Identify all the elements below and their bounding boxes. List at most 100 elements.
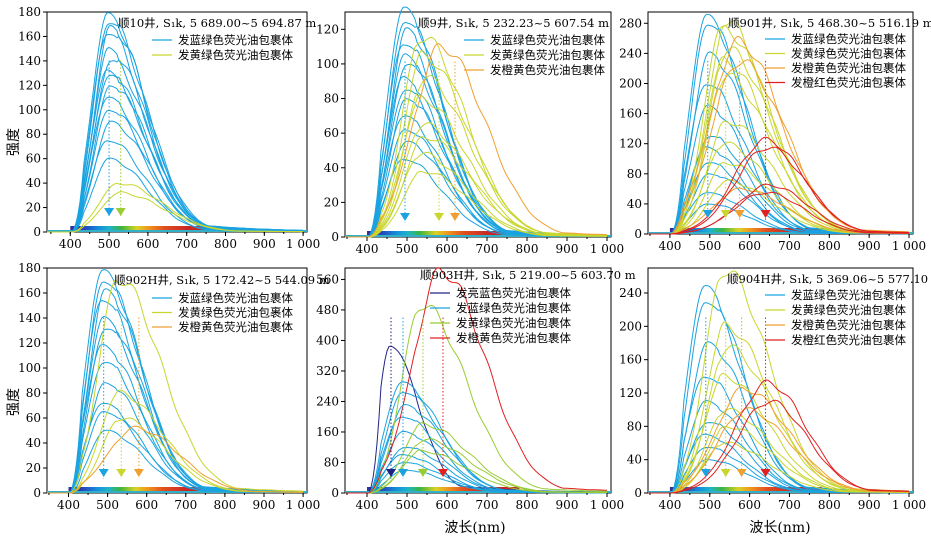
- peak-marker: [400, 213, 410, 221]
- spectrum-bar-segment: [386, 231, 389, 236]
- spectrum-bar-segment: [160, 226, 163, 231]
- x-tick-label: 600: [135, 498, 158, 512]
- spectrum-bar-segment: [776, 228, 779, 233]
- peak-marker: [734, 210, 745, 218]
- peak-marker: [438, 469, 448, 477]
- spectrum-bar-segment: [711, 487, 714, 492]
- spectrum-bar-segment: [119, 226, 123, 231]
- spectrum-bar-segment: [124, 487, 127, 492]
- x-tick-label: 1 000: [590, 242, 624, 256]
- spectrum-bar-segment: [415, 487, 418, 492]
- spectrum-bar-segment: [770, 487, 773, 492]
- spectrum-bar-segment: [115, 487, 118, 492]
- spectrum-bar-segment: [479, 231, 482, 236]
- panel-title: 顺901井, S₁k, 5 468.30~5 516.19 m: [728, 16, 931, 30]
- spectrum-bar-segment: [459, 231, 462, 236]
- spectrum-bar-segment: [383, 231, 386, 236]
- spectrum-bar-segment: [475, 231, 478, 236]
- spectrum-bar-segment: [189, 226, 192, 231]
- spectrum-bar-segment: [771, 228, 775, 233]
- peak-marker: [760, 469, 771, 477]
- spectrum-bar-segment: [757, 228, 760, 233]
- spectrum-bar-segment: [121, 487, 124, 492]
- spectrum-bar-segment: [464, 487, 467, 492]
- spectrum-bar-segment: [164, 226, 168, 231]
- spectrum-bar-segment: [95, 226, 98, 231]
- spectrum-bar-segment: [792, 228, 795, 233]
- spectrum-bar-segment: [728, 228, 731, 233]
- spectrum-bar-segment: [403, 231, 406, 236]
- spectrum-bar-segment: [421, 487, 424, 492]
- spectrum-bar-segment: [172, 226, 175, 231]
- series-line: [47, 279, 304, 494]
- spectrum-bar-segment: [783, 487, 786, 492]
- spectrum-bar-segment: [105, 226, 109, 231]
- spectrum-bar-segment: [389, 487, 392, 492]
- spectrum-bar-segment: [719, 228, 722, 233]
- spectrum-bar-segment: [732, 228, 735, 233]
- y-tick-label: 20: [324, 195, 339, 209]
- peak-marker: [104, 208, 115, 216]
- spectrum-bar-segment: [451, 487, 454, 492]
- y-tick-label: 0: [331, 486, 339, 500]
- x-tick-label: 600: [738, 239, 761, 253]
- spectrum-bar-segment: [755, 228, 759, 233]
- spectrum-bar-segment: [181, 487, 184, 492]
- spectrum-bar-segment: [379, 231, 382, 236]
- spectrum-bar-segment: [175, 226, 178, 231]
- spectrum-bar-segment: [137, 487, 140, 492]
- spectrum-bar-segment: [130, 226, 133, 231]
- spectrum-bar-segment: [442, 231, 445, 236]
- spectrum-bar-segment: [795, 228, 798, 233]
- spectrum-bar-segment: [439, 487, 442, 492]
- spectrum-bar-segment: [426, 231, 429, 236]
- spectrum-bar-segment: [116, 487, 120, 492]
- spectrum-bar-segment: [82, 487, 85, 492]
- spectrum-bar-segment: [456, 487, 459, 492]
- series-line: [648, 400, 910, 494]
- y-tick-label: 160: [18, 286, 41, 300]
- peak-marker: [720, 469, 731, 477]
- spectrum-bar-segment: [760, 228, 763, 233]
- spectrum-bar-segment: [154, 487, 157, 492]
- spectrum-bar-segment: [768, 228, 771, 233]
- spectrum-bar-segment: [102, 487, 105, 492]
- spectrum-bar-segment: [724, 228, 727, 233]
- spectrum-bar-segment: [140, 226, 143, 231]
- spectrum-bar-segment: [149, 226, 152, 231]
- spectrum-bar-segment: [168, 487, 171, 492]
- spectrum-bar-segment: [163, 226, 166, 231]
- spectrum-bar-segment: [186, 226, 189, 231]
- spectrum-bar-segment: [165, 487, 168, 492]
- y-tick-label: 240: [619, 46, 642, 60]
- spectrum-bar-segment: [187, 487, 190, 492]
- spectrum-bar-segment: [437, 231, 440, 236]
- series-line: [47, 47, 304, 233]
- series-line: [648, 146, 910, 235]
- x-tick-label: 700: [175, 237, 198, 251]
- chart-panel-5: 400 500 600 700 800 900 1 000 0 80 160 240 320 400 48…: [316, 267, 636, 512]
- spectrum-bar-segment: [394, 487, 397, 492]
- spectrum-bar-segment: [464, 231, 467, 236]
- spectrum-bar-segment: [703, 228, 706, 233]
- spectrum-bar-segment: [709, 487, 712, 492]
- spectrum-bar-segment: [708, 228, 711, 233]
- x-tick-label: 500: [698, 498, 721, 512]
- y-tick-label: 80: [627, 167, 642, 181]
- y-tick-label: 140: [18, 54, 41, 68]
- y-tick-label: 280: [619, 16, 642, 30]
- peak-marker: [450, 213, 460, 221]
- y-tick-label: 100: [18, 103, 41, 117]
- y-tick-label: 40: [26, 176, 41, 190]
- peak-marker: [760, 210, 771, 218]
- spectrum-bar-segment: [671, 228, 674, 233]
- y-tick-label: 160: [316, 425, 339, 439]
- spectrum-bar-segment: [456, 231, 459, 236]
- y-tick-label: 40: [627, 453, 642, 467]
- x-tick-label: 1 000: [286, 498, 320, 512]
- spectrum-bar-segment: [395, 231, 398, 236]
- y-tick-label: 20: [26, 201, 41, 215]
- spectrum-bar-segment: [410, 231, 413, 236]
- spectrum-bar-segment: [101, 487, 104, 492]
- spectrum-bar-segment: [140, 487, 143, 492]
